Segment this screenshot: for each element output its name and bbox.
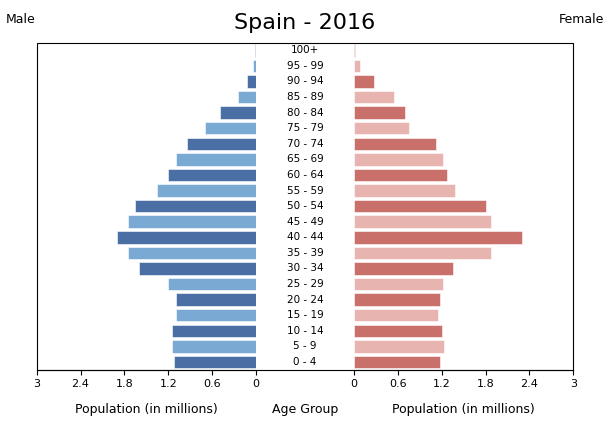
Text: 100+: 100+	[291, 45, 319, 55]
Bar	[135, 200, 256, 212]
Bar	[168, 278, 256, 290]
Bar	[354, 91, 394, 103]
Bar	[354, 215, 490, 228]
Bar	[354, 44, 355, 57]
Bar	[168, 169, 256, 181]
Bar	[354, 246, 492, 259]
Text: 25 - 29: 25 - 29	[287, 279, 323, 289]
Bar	[172, 325, 256, 337]
Text: 90 - 94: 90 - 94	[287, 76, 323, 86]
Bar	[253, 60, 256, 72]
Bar	[354, 231, 522, 244]
Bar	[354, 200, 486, 212]
Bar	[354, 356, 440, 368]
Text: 60 - 64: 60 - 64	[287, 170, 323, 180]
Bar	[205, 122, 256, 134]
Text: 70 - 74: 70 - 74	[287, 139, 323, 149]
Bar	[174, 356, 256, 368]
Text: 75 - 79: 75 - 79	[287, 123, 323, 133]
Bar	[176, 153, 256, 166]
Text: 5 - 9: 5 - 9	[293, 341, 317, 351]
Bar	[238, 91, 256, 103]
Bar	[220, 106, 256, 119]
Text: Population (in millions): Population (in millions)	[75, 403, 218, 416]
Text: Age Group: Age Group	[272, 403, 338, 416]
Bar	[354, 278, 443, 290]
Bar	[176, 309, 256, 321]
Bar	[354, 309, 438, 321]
Text: Spain - 2016: Spain - 2016	[234, 13, 376, 33]
Text: 50 - 54: 50 - 54	[287, 201, 323, 211]
Bar	[354, 293, 440, 306]
Bar	[354, 106, 405, 119]
Bar	[172, 340, 256, 353]
Text: 65 - 69: 65 - 69	[287, 154, 323, 164]
Text: 55 - 59: 55 - 59	[287, 186, 323, 196]
Bar	[354, 153, 443, 166]
Text: Male: Male	[6, 13, 36, 26]
Text: 45 - 49: 45 - 49	[287, 217, 323, 227]
Bar	[354, 340, 444, 353]
Bar	[354, 60, 360, 72]
Text: 35 - 39: 35 - 39	[287, 248, 323, 258]
Bar	[354, 184, 455, 197]
Text: 85 - 89: 85 - 89	[287, 92, 323, 102]
Bar	[354, 325, 442, 337]
Bar	[354, 169, 447, 181]
Bar	[354, 262, 453, 275]
Bar	[139, 262, 256, 275]
Text: 95 - 99: 95 - 99	[287, 61, 323, 71]
Text: 20 - 24: 20 - 24	[287, 295, 323, 305]
Bar	[354, 122, 409, 134]
Text: 0 - 4: 0 - 4	[293, 357, 317, 367]
Text: 40 - 44: 40 - 44	[287, 232, 323, 242]
Text: 10 - 14: 10 - 14	[287, 326, 323, 336]
Bar	[354, 75, 375, 88]
Text: Female: Female	[559, 13, 604, 26]
Bar	[128, 215, 256, 228]
Bar	[255, 44, 256, 57]
Bar	[157, 184, 256, 197]
Bar	[246, 75, 256, 88]
Text: 80 - 84: 80 - 84	[287, 108, 323, 118]
Bar	[354, 138, 436, 150]
Text: 15 - 19: 15 - 19	[287, 310, 323, 320]
Bar	[176, 293, 256, 306]
Bar	[187, 138, 256, 150]
Bar	[117, 231, 256, 244]
Text: Population (in millions): Population (in millions)	[392, 403, 535, 416]
Text: 30 - 34: 30 - 34	[287, 264, 323, 273]
Bar	[128, 246, 256, 259]
